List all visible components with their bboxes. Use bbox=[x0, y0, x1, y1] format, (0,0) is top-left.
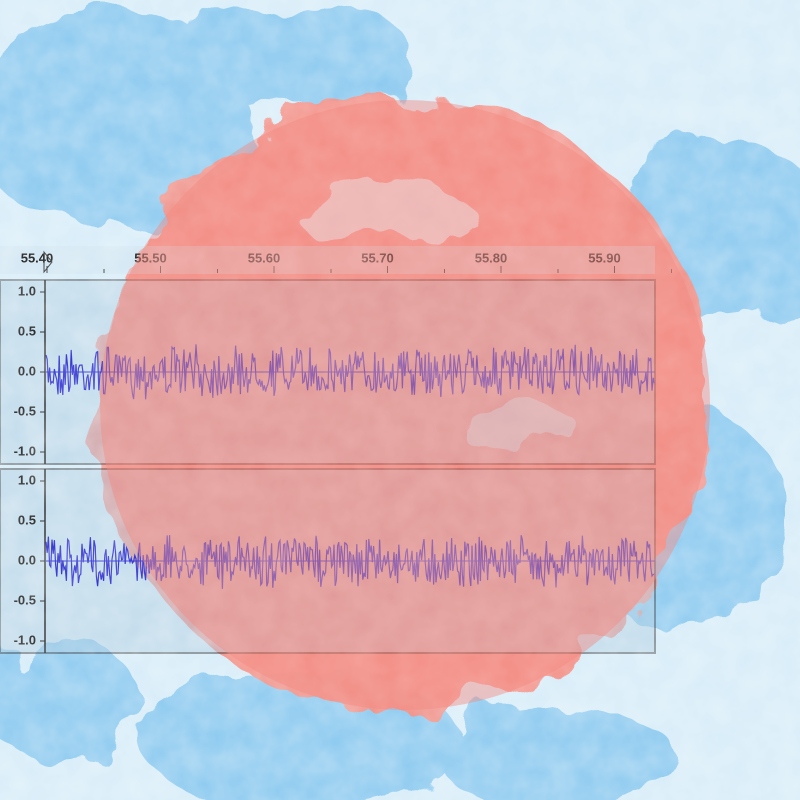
circle-tint bbox=[100, 100, 710, 710]
